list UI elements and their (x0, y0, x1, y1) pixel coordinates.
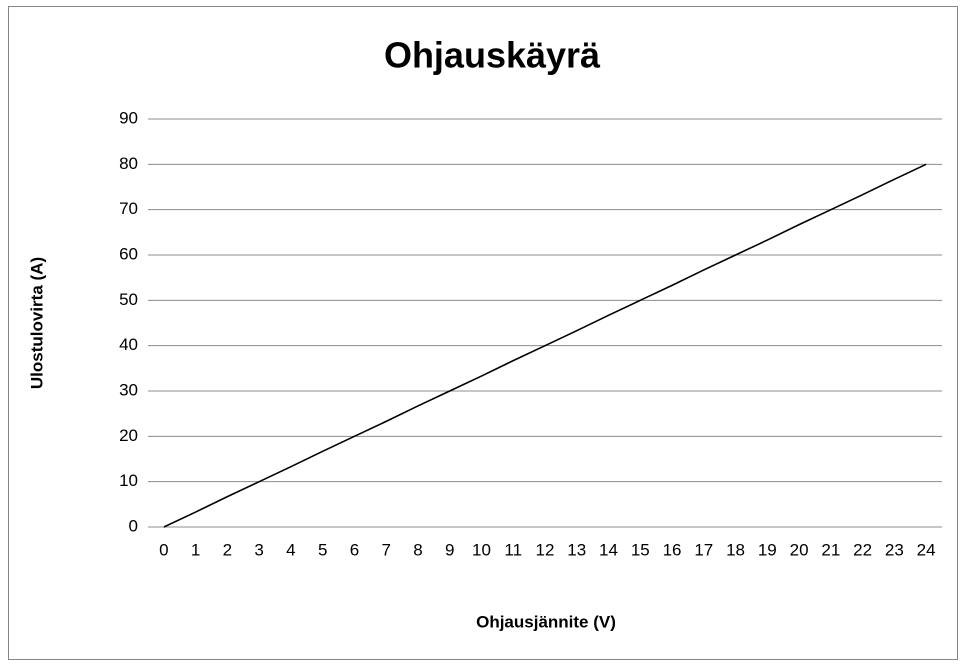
x-tick-label: 21 (821, 540, 840, 559)
x-tick-label: 22 (853, 540, 872, 559)
x-tick-label: 15 (631, 540, 650, 559)
y-tick-label: 90 (119, 108, 138, 127)
x-tick-label: 18 (726, 540, 745, 559)
y-tick-label: 60 (119, 244, 138, 263)
x-tick-label: 9 (445, 540, 454, 559)
data-line (163, 163, 927, 528)
x-tick-label: 14 (599, 540, 618, 559)
x-axis-label: Ohjausjännite (V) (476, 612, 616, 631)
x-tick-label: 11 (504, 540, 522, 559)
x-tick-label: 17 (694, 540, 713, 559)
x-tick-label: 4 (286, 540, 295, 559)
x-tick-label: 13 (567, 540, 586, 559)
y-tick-label: 80 (119, 154, 138, 173)
x-tick-label: 3 (254, 540, 263, 559)
y-tick-label: 70 (119, 199, 138, 218)
x-tick-label: 16 (663, 540, 682, 559)
y-axis-label: Ulostulovirta (A) (27, 257, 46, 389)
x-tick-label: 10 (472, 540, 491, 559)
x-tick-label: 6 (350, 540, 359, 559)
y-tick-label: 50 (119, 290, 138, 309)
x-tick-label: 2 (223, 540, 232, 559)
chart-title: Ohjauskäyrä (384, 35, 601, 76)
x-tick-label: 20 (790, 540, 809, 559)
y-tick-label: 20 (119, 426, 138, 445)
x-tick-label: 24 (917, 540, 936, 559)
x-tick-label: 1 (191, 540, 200, 559)
y-tick-label: 0 (129, 516, 138, 535)
x-tick-label: 7 (381, 540, 390, 559)
x-tick-label: 8 (413, 540, 422, 559)
x-tick-label: 5 (318, 540, 327, 559)
x-tick-label: 23 (885, 540, 904, 559)
y-tick-label: 40 (119, 335, 138, 354)
x-tick-label: 19 (758, 540, 777, 559)
x-tick-label: 12 (536, 540, 555, 559)
y-tick-label: 30 (119, 380, 138, 399)
x-tick-label: 0 (159, 540, 168, 559)
chart-frame (8, 6, 958, 660)
y-tick-label: 10 (119, 471, 138, 490)
